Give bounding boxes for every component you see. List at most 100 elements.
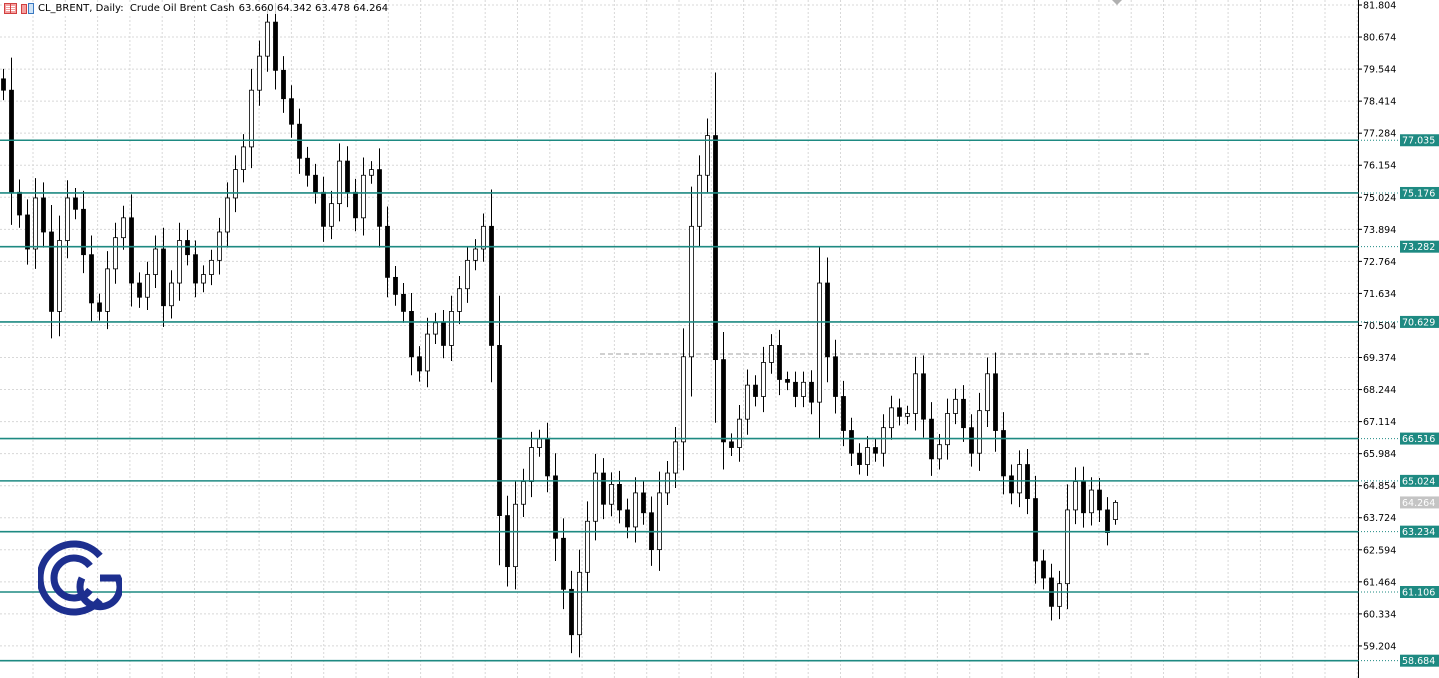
candle bbox=[873, 439, 878, 462]
candle-body bbox=[377, 169, 382, 227]
candle-body bbox=[665, 472, 670, 494]
ohlc-values: 63.660 64.342 63.478 64.264 bbox=[238, 3, 389, 14]
candle bbox=[49, 205, 54, 339]
candle-body bbox=[361, 174, 366, 219]
candle-body bbox=[593, 472, 598, 522]
y-axis-tick-label: 65.984 bbox=[1363, 449, 1396, 460]
candle bbox=[345, 146, 350, 208]
candle bbox=[457, 275, 462, 325]
candle bbox=[969, 414, 974, 467]
candle bbox=[985, 357, 990, 427]
candle-body bbox=[297, 123, 302, 159]
candle bbox=[849, 417, 854, 466]
candle bbox=[1041, 549, 1046, 590]
candle-body bbox=[881, 427, 886, 454]
candle bbox=[449, 295, 454, 362]
candle bbox=[545, 422, 550, 493]
candle bbox=[41, 182, 46, 248]
candle bbox=[361, 157, 366, 236]
candle-body bbox=[713, 135, 718, 361]
candle bbox=[841, 380, 846, 447]
candle-body bbox=[769, 345, 774, 363]
candle-body bbox=[433, 322, 438, 335]
candle bbox=[913, 356, 918, 431]
candle bbox=[497, 295, 502, 566]
level-price-label-bg bbox=[1400, 474, 1439, 487]
candle-body bbox=[481, 225, 486, 250]
candle-body bbox=[609, 483, 614, 505]
candle bbox=[177, 222, 182, 301]
candle bbox=[81, 190, 86, 274]
candle bbox=[385, 206, 390, 298]
candle-body bbox=[193, 254, 198, 284]
candle-body bbox=[841, 396, 846, 431]
candle bbox=[905, 405, 910, 425]
level-price-label-bg bbox=[1400, 585, 1439, 598]
candle bbox=[89, 235, 94, 323]
candle bbox=[1057, 570, 1062, 620]
candle bbox=[241, 134, 246, 183]
candle-body bbox=[977, 410, 982, 454]
candle-body bbox=[617, 483, 622, 511]
candle-body bbox=[705, 135, 710, 176]
candle bbox=[1089, 477, 1094, 526]
chart-properties-icon[interactable] bbox=[21, 3, 34, 14]
y-axis-tick-label: 78.414 bbox=[1363, 97, 1396, 108]
candle-body bbox=[1009, 475, 1014, 494]
indicators-list-icon[interactable] bbox=[4, 3, 17, 14]
candle-body bbox=[849, 430, 854, 454]
candle-body bbox=[1113, 502, 1118, 520]
candle bbox=[721, 331, 726, 470]
candle-body bbox=[1, 78, 6, 91]
candle-body bbox=[425, 333, 430, 372]
candle bbox=[953, 388, 958, 425]
candle bbox=[377, 148, 382, 248]
candle-body bbox=[737, 418, 742, 448]
candle bbox=[393, 266, 398, 306]
candle bbox=[921, 355, 926, 438]
candle-body bbox=[281, 69, 286, 100]
candle bbox=[529, 431, 534, 498]
level-price-label-bg bbox=[1400, 654, 1439, 667]
candle bbox=[777, 329, 782, 396]
level-price-label: 73.282 bbox=[1402, 242, 1435, 253]
candle-body bbox=[145, 274, 150, 298]
level-price-label-bg bbox=[1400, 525, 1439, 538]
candle-body bbox=[681, 356, 686, 443]
candle bbox=[897, 398, 902, 426]
y-axis-tick-label: 61.464 bbox=[1363, 577, 1396, 588]
candle bbox=[169, 270, 174, 319]
candle-body bbox=[1081, 481, 1086, 514]
candle-body bbox=[337, 160, 342, 205]
level-price-label: 58.684 bbox=[1402, 656, 1435, 667]
candle bbox=[585, 501, 590, 593]
candle-body bbox=[689, 225, 694, 358]
candle-body bbox=[113, 237, 118, 270]
candle bbox=[889, 395, 894, 440]
level-price-label: 63.234 bbox=[1402, 527, 1435, 538]
candle-body bbox=[257, 55, 262, 91]
candle-body bbox=[169, 282, 174, 307]
candle bbox=[129, 194, 134, 307]
current-price-label-bg bbox=[1400, 496, 1439, 509]
candle-body bbox=[17, 191, 22, 216]
candle-body bbox=[57, 240, 62, 312]
y-axis-tick-label: 69.374 bbox=[1363, 353, 1396, 364]
candle bbox=[481, 213, 486, 262]
y-axis-tick-label: 70.504 bbox=[1363, 321, 1396, 332]
candle bbox=[769, 334, 774, 374]
candle bbox=[465, 246, 470, 303]
level-price-label: 70.629 bbox=[1402, 317, 1435, 328]
candle bbox=[353, 178, 358, 232]
candle bbox=[737, 404, 742, 462]
candle-body bbox=[641, 492, 646, 514]
candle bbox=[633, 477, 638, 543]
candle-body bbox=[729, 441, 734, 448]
candle bbox=[1009, 464, 1014, 505]
current-price-label: 64.264 bbox=[1402, 498, 1435, 509]
candle-body bbox=[241, 146, 246, 171]
candle-body bbox=[233, 169, 238, 199]
candle bbox=[441, 309, 446, 359]
candle-body bbox=[897, 407, 902, 417]
